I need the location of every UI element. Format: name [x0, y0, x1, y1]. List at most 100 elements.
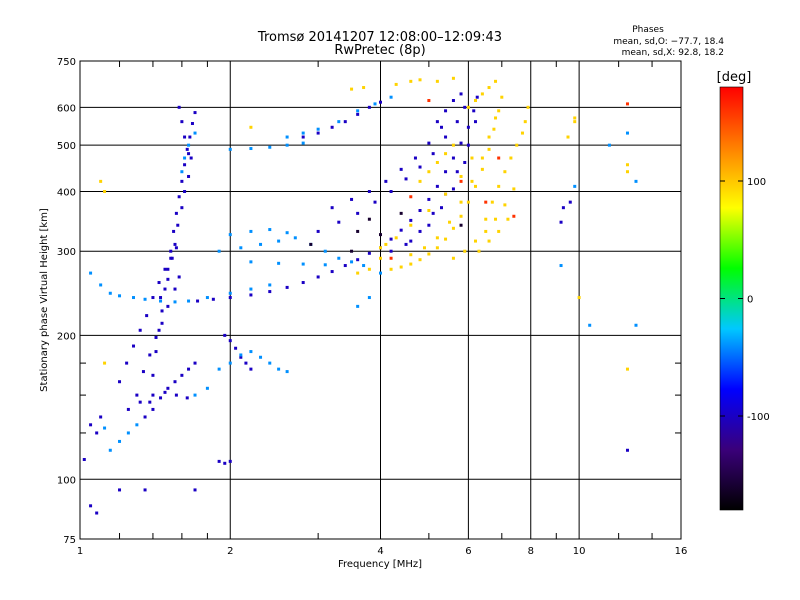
x-tick-label: 6	[465, 546, 471, 557]
y-axis-label: Stationary phase Virtual Height [km]	[39, 208, 50, 392]
data-point	[427, 252, 431, 256]
data-point	[418, 229, 422, 233]
data-point	[444, 152, 448, 156]
data-point	[126, 407, 130, 411]
data-point	[561, 206, 565, 210]
data-point	[559, 264, 563, 268]
data-point	[330, 125, 334, 129]
data-point	[301, 135, 305, 139]
data-point	[160, 321, 164, 325]
colorbar-label: [deg]	[717, 70, 752, 85]
data-point	[205, 296, 209, 300]
data-point	[350, 197, 354, 201]
data-point	[427, 170, 431, 174]
data-point	[125, 361, 129, 365]
data-point	[187, 174, 191, 178]
data-point	[316, 275, 320, 279]
data-point	[463, 249, 467, 253]
data-point	[285, 135, 289, 139]
data-point	[249, 293, 253, 297]
data-point	[356, 258, 360, 262]
data-point	[259, 355, 263, 359]
data-point	[473, 120, 477, 124]
x-tick-label: 4	[377, 546, 383, 557]
data-point	[367, 267, 371, 271]
data-point	[157, 281, 161, 285]
data-point	[159, 299, 163, 303]
data-point	[190, 122, 194, 126]
data-point	[316, 127, 320, 131]
data-point	[268, 145, 272, 149]
data-point	[177, 275, 181, 279]
data-point	[217, 249, 221, 253]
data-point	[367, 105, 371, 109]
data-point	[362, 264, 366, 268]
data-point	[409, 253, 413, 257]
data-point	[494, 217, 498, 221]
data-point	[350, 249, 354, 253]
data-point	[588, 323, 592, 327]
data-point	[362, 86, 366, 90]
data-point	[573, 116, 577, 120]
data-point	[625, 163, 629, 167]
data-point	[99, 415, 103, 419]
data-point	[418, 179, 422, 183]
data-point	[228, 459, 232, 463]
data-point	[103, 426, 107, 430]
data-point	[463, 160, 467, 164]
data-point	[234, 346, 238, 350]
data-point	[166, 267, 170, 271]
data-point	[379, 100, 382, 104]
grid-layer	[80, 61, 681, 539]
data-point	[330, 270, 334, 274]
data-point	[188, 135, 192, 139]
data-point	[455, 120, 459, 124]
data-point	[135, 423, 139, 427]
data-point	[163, 390, 167, 394]
data-point	[463, 105, 467, 109]
data-point	[418, 258, 422, 262]
data-point	[477, 249, 481, 253]
data-point	[451, 156, 455, 160]
data-point	[404, 242, 408, 246]
phases-x-stats: mean, sd,X: 92.8, 18.2	[622, 48, 724, 58]
data-point	[494, 79, 498, 83]
data-point	[500, 95, 504, 99]
data-point	[174, 393, 178, 397]
data-point	[526, 105, 530, 109]
data-point	[228, 339, 232, 343]
data-point	[356, 211, 360, 215]
data-point	[301, 281, 305, 285]
data-point	[193, 131, 197, 135]
data-point	[577, 296, 581, 300]
data-point	[249, 229, 253, 233]
data-point	[293, 236, 297, 240]
data-point	[285, 231, 289, 235]
data-point	[389, 95, 393, 99]
data-point	[228, 147, 232, 151]
phases-title: Phases	[632, 25, 664, 35]
data-point	[239, 246, 243, 250]
data-point	[337, 220, 341, 224]
data-point	[459, 174, 463, 178]
data-point	[490, 200, 494, 204]
data-point	[228, 233, 232, 237]
data-point	[573, 184, 577, 188]
data-point	[301, 131, 305, 135]
plot-frame	[79, 60, 682, 540]
data-point	[379, 246, 382, 250]
data-point	[337, 120, 341, 124]
data-point	[427, 99, 431, 103]
data-point	[559, 220, 563, 224]
data-point	[418, 165, 422, 169]
data-point	[143, 297, 147, 301]
data-point	[193, 488, 197, 492]
data-point	[356, 229, 360, 233]
data-point	[177, 195, 181, 199]
data-point	[451, 256, 455, 260]
colorbar-tick-label: -100	[747, 412, 770, 423]
data-point	[330, 206, 334, 210]
data-point	[108, 291, 112, 295]
data-point	[249, 125, 253, 129]
